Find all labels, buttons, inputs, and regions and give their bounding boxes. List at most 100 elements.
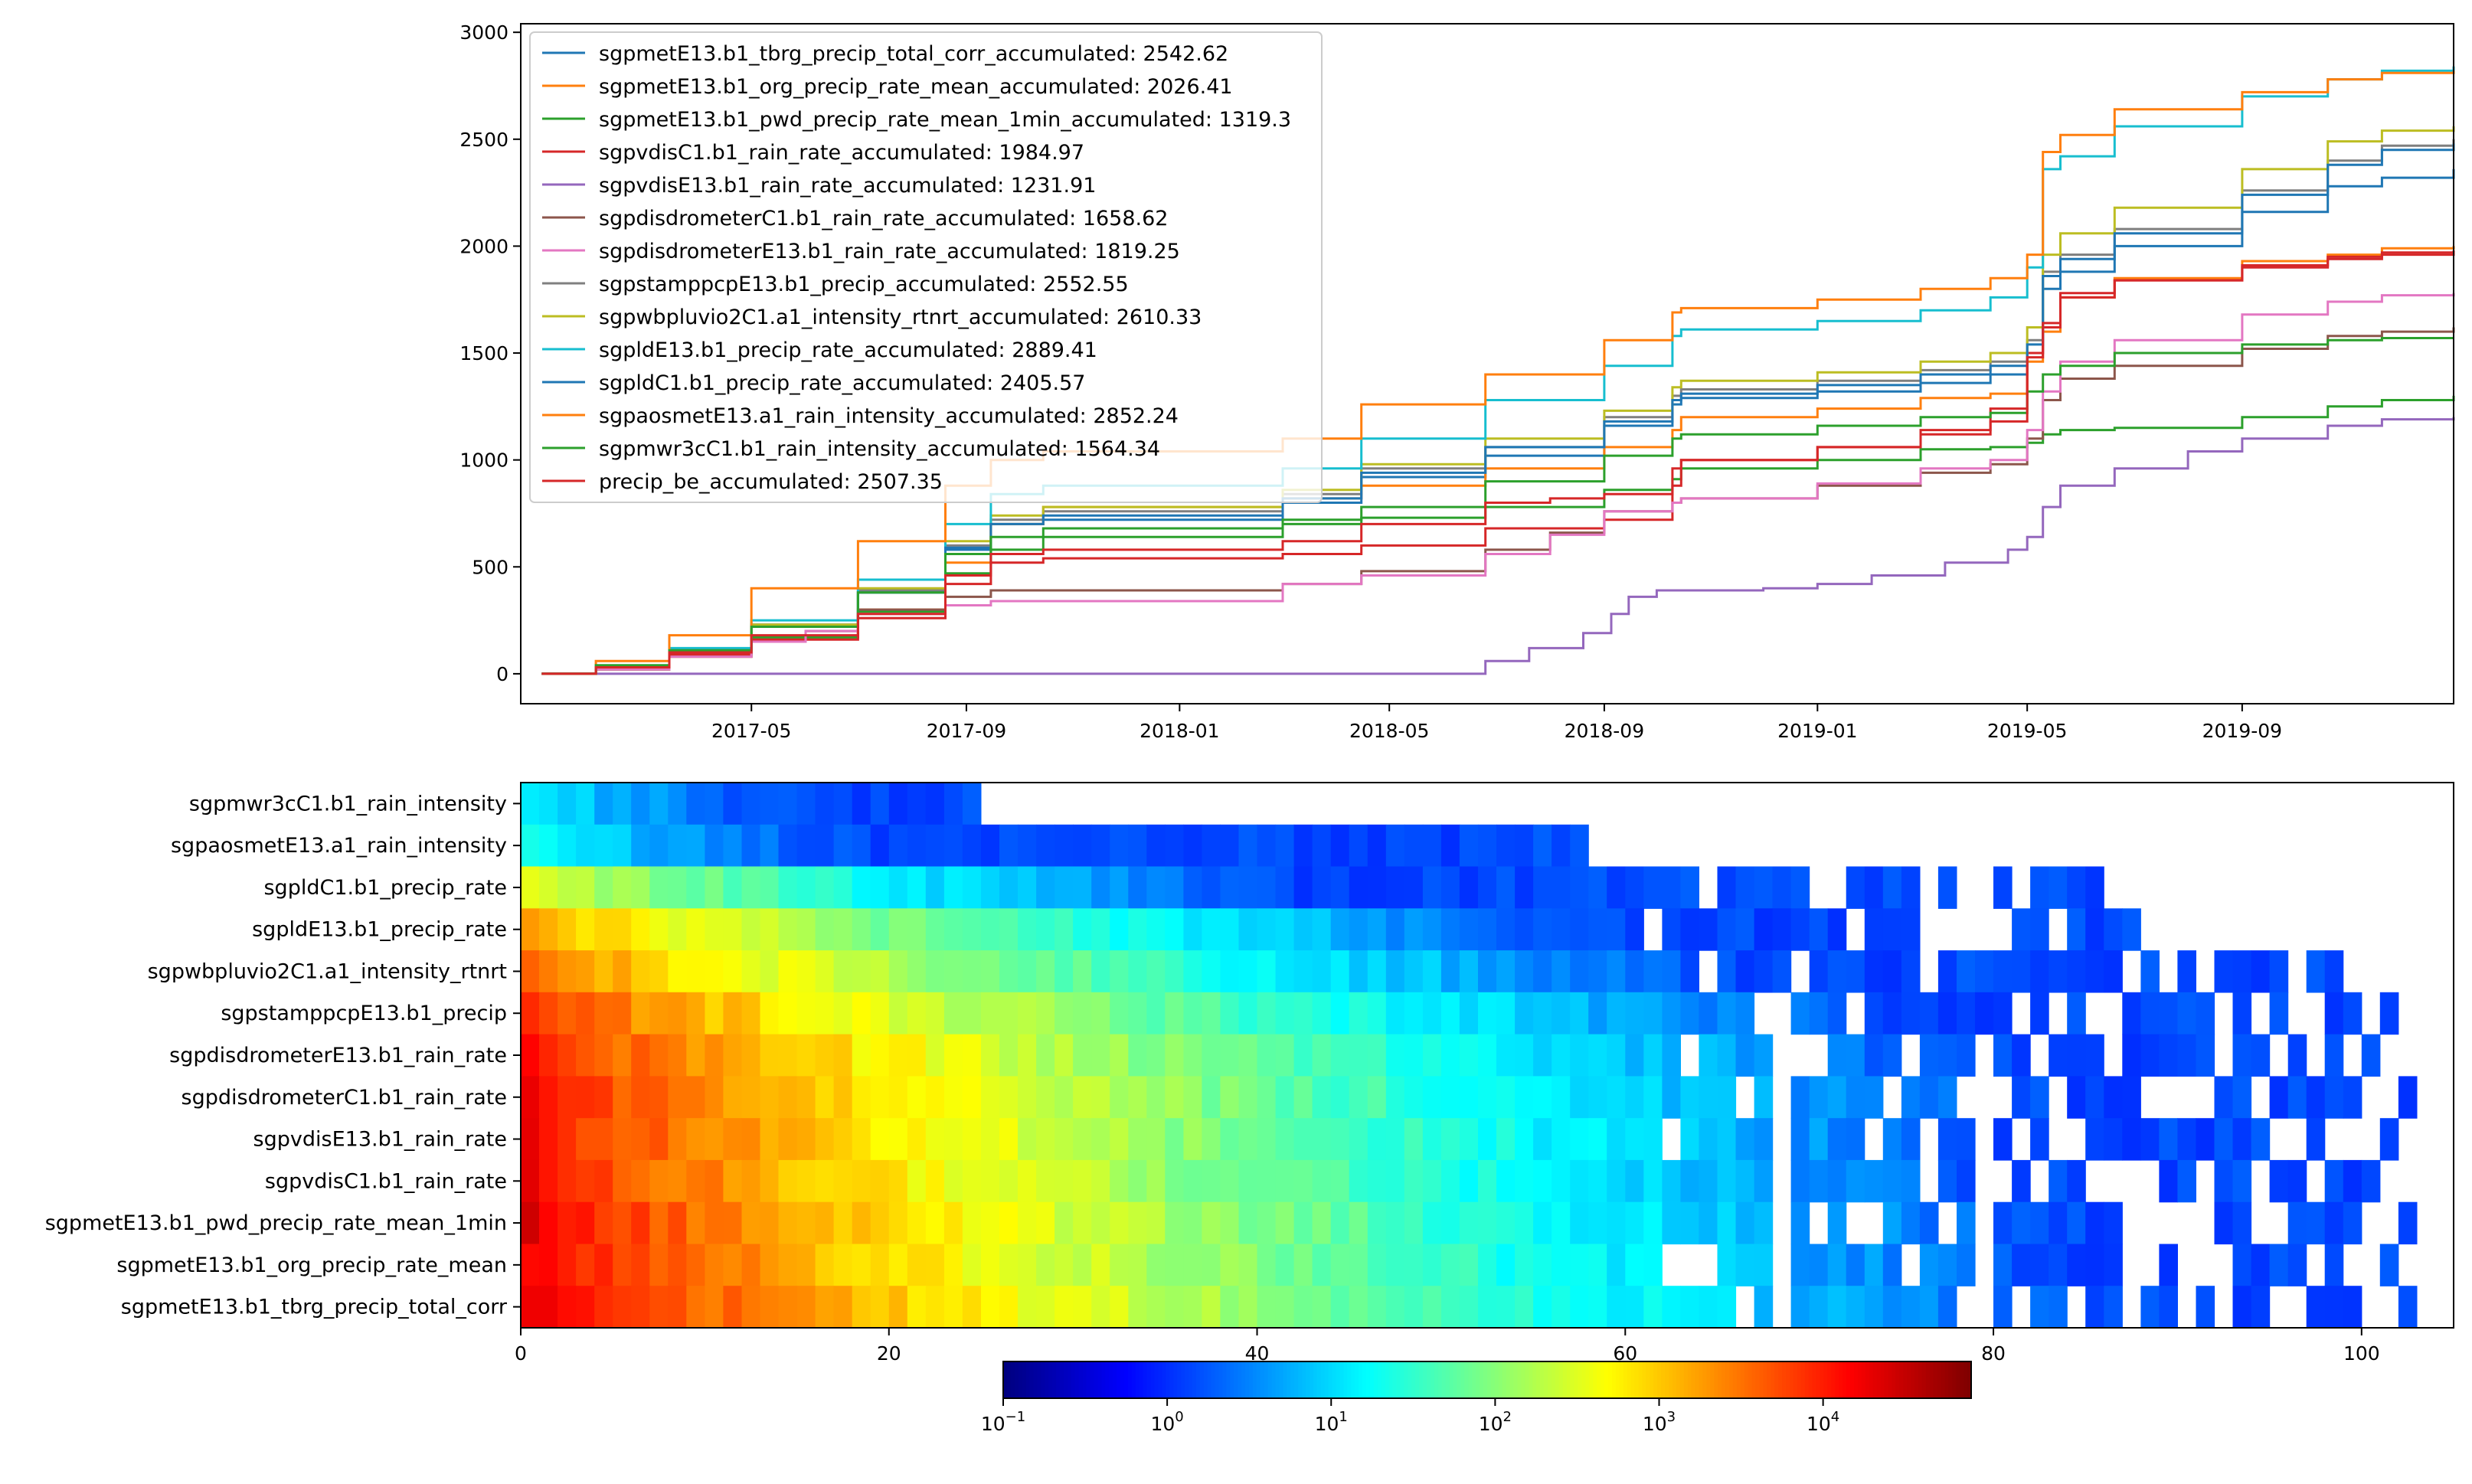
heatmap-cell	[594, 824, 613, 868]
colorbar-segment	[1918, 1361, 1923, 1398]
heatmap-cell	[1827, 1118, 1847, 1161]
heatmap-cell	[613, 1244, 632, 1286]
heatmap-cell	[1975, 950, 1994, 993]
heatmap-cell	[2251, 950, 2271, 993]
colorbar-segment	[1611, 1361, 1617, 1398]
heatmap-cell	[1662, 908, 1681, 951]
heatmap-cell	[1607, 866, 1626, 909]
heatmap-cell	[576, 992, 595, 1035]
colorbar-segment	[1033, 1361, 1038, 1398]
colorbar-segment	[1722, 1361, 1726, 1398]
heatmap-cell	[1937, 992, 1957, 1035]
heatmap-cell	[539, 992, 558, 1035]
heatmap-cell	[1680, 866, 1699, 909]
heatmap-cell	[981, 1076, 1000, 1119]
heatmap-cell	[1404, 1076, 1424, 1119]
colorbar: 10−1 100 101 102 103 104	[981, 1361, 1972, 1435]
heatmap-cell	[1349, 1244, 1368, 1286]
heatmap-cell	[1607, 1034, 1626, 1077]
heatmap-cell	[1607, 1244, 1626, 1286]
heatmap-cell	[1073, 1286, 1092, 1329]
y-tick-label: 1500	[459, 342, 508, 364]
heatmap-cell	[1440, 908, 1460, 951]
colorbar-segment	[1343, 1361, 1349, 1398]
heatmap-cell	[1146, 1286, 1166, 1329]
heatmap-cell	[925, 1076, 945, 1119]
heatmap-cell	[668, 824, 687, 868]
heatmap-cell	[1165, 866, 1184, 909]
heatmap-cell	[1882, 1201, 1902, 1245]
heatmap-cell	[1404, 1159, 1424, 1203]
colorbar-segment	[1109, 1361, 1113, 1398]
heatmap-cell	[594, 1286, 613, 1329]
colorbar-segment	[1211, 1361, 1216, 1398]
heatmap-cell	[1643, 1076, 1663, 1119]
heatmap-cell	[999, 1118, 1019, 1161]
heatmap-cell	[1146, 1201, 1166, 1245]
heatmap-cell	[1018, 1201, 1037, 1245]
colorbar-segment	[1899, 1361, 1904, 1398]
heatmap-cell	[1367, 908, 1387, 951]
heatmap-cell	[686, 1118, 705, 1161]
colorbar-segment	[1597, 1361, 1601, 1398]
colorbar-segment	[1090, 1361, 1095, 1398]
heatmap-cell	[1238, 1244, 1258, 1286]
colorbar-segment	[1260, 1361, 1265, 1398]
colorbar-segment	[1699, 1361, 1704, 1398]
heatmap-cell	[1202, 866, 1221, 909]
heatmap-cell	[2049, 866, 2068, 909]
colorbar-segment	[1816, 1361, 1821, 1398]
heatmap-cell	[1552, 1118, 1571, 1161]
heatmap-cell	[1312, 1076, 1332, 1119]
colorbar-segment	[1064, 1361, 1068, 1398]
heatmap-cell	[1367, 1286, 1387, 1329]
heatmap-cell	[613, 824, 632, 868]
heatmap-cell	[1937, 1118, 1957, 1161]
heatmap-cell	[1275, 1201, 1295, 1245]
heatmap-cell	[1625, 908, 1644, 951]
heat-x-tick-label: 100	[2343, 1342, 2380, 1365]
colorbar-segment	[1857, 1361, 1862, 1398]
heatmap-cell	[2012, 1244, 2031, 1286]
heatmap-cell	[539, 866, 558, 909]
heatmap-cell	[1717, 950, 1737, 993]
heatmap-cell	[2214, 1118, 2234, 1161]
heatmap-cell	[1790, 1201, 1810, 1245]
heatmap-cell	[1440, 1159, 1460, 1203]
heatmap-cell	[668, 1159, 687, 1203]
colorbar-segment	[1521, 1361, 1526, 1398]
colorbar-segment	[1218, 1361, 1224, 1398]
colorbar-segment	[1960, 1361, 1964, 1398]
colorbar-axis: 10−1 100 101 102 103 104	[981, 1398, 1839, 1435]
colorbar-segment	[1453, 1361, 1458, 1398]
heatmap-cell	[1073, 1244, 1092, 1286]
heatmap-cell	[907, 1286, 927, 1329]
heatmap-cell	[705, 1118, 724, 1161]
heatmap-cell	[1128, 1244, 1147, 1286]
heatmap-cell	[1790, 1244, 1810, 1286]
colorbar-segment	[1646, 1361, 1651, 1398]
heatmap-cell	[1662, 992, 1681, 1035]
colorbar-segment	[1627, 1361, 1632, 1398]
heatmap-cell	[1367, 866, 1387, 909]
heatmap-cell	[1055, 950, 1074, 993]
heatmap-cell	[2030, 1201, 2049, 1245]
colorbar-segment	[1718, 1361, 1722, 1398]
heatmap-cell	[1312, 908, 1332, 951]
colorbar-segment	[1388, 1361, 1394, 1398]
heatmap-cell	[2067, 992, 2086, 1035]
colorbar-segment	[1302, 1361, 1306, 1398]
heatmap-cell	[1717, 1244, 1737, 1286]
colorbar-segment	[1181, 1361, 1185, 1398]
colorbar-segment	[1480, 1361, 1484, 1398]
colorbar-segment	[1714, 1361, 1718, 1398]
heatmap-cell	[686, 950, 705, 993]
colorbar-segment	[1101, 1361, 1107, 1398]
heatmap-cell	[2104, 1244, 2123, 1286]
heatmap-cell	[2049, 1201, 2068, 1245]
colorbar-segment	[1601, 1361, 1605, 1398]
colorbar-segment	[1536, 1361, 1541, 1398]
heatmap-cell	[1717, 1034, 1737, 1077]
heatmap-cell	[2085, 950, 2104, 993]
colorbar-segment	[1434, 1361, 1439, 1398]
